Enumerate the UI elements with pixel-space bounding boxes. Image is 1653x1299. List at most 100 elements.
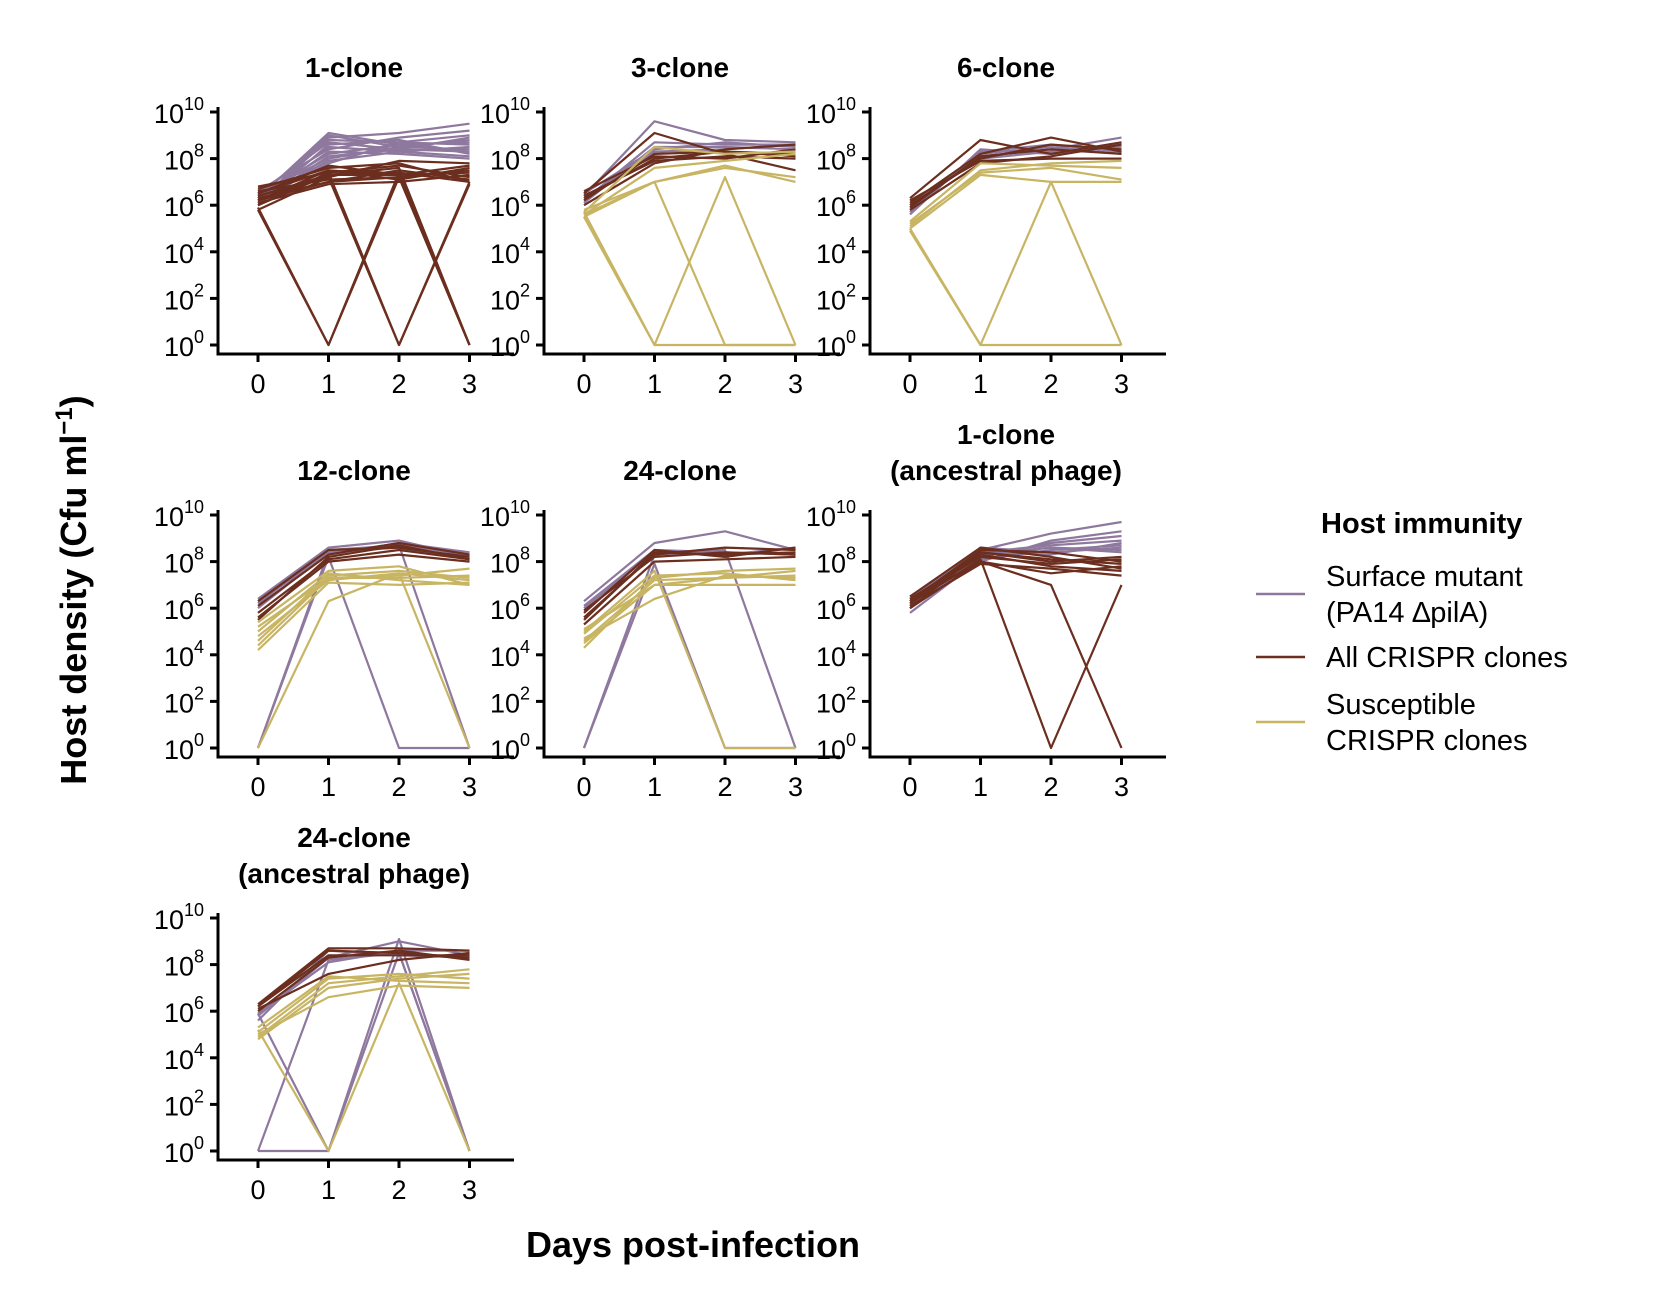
y-tick-label: 1010 bbox=[806, 94, 856, 129]
x-tick-label: 1 bbox=[321, 369, 336, 399]
x-tick-label: 0 bbox=[902, 369, 917, 399]
x-tick-label: 2 bbox=[1043, 772, 1058, 802]
series-line-surface bbox=[583, 530, 796, 603]
series-line-surface bbox=[257, 951, 471, 1153]
panel-title: 24-clone bbox=[297, 822, 411, 853]
series-line-crispr bbox=[257, 553, 470, 619]
series-line-susceptible bbox=[583, 145, 796, 214]
series-line-susceptible bbox=[909, 180, 1123, 347]
y-tick-label: 108 bbox=[816, 544, 856, 579]
series-line-crispr bbox=[257, 541, 470, 607]
series-line-susceptible bbox=[583, 176, 797, 347]
series-line-crispr bbox=[257, 954, 470, 1008]
x-tick-label: 0 bbox=[250, 1175, 265, 1205]
y-tick-label: 106 bbox=[490, 187, 530, 222]
x-tick-label: 0 bbox=[576, 772, 591, 802]
x-tick-label: 2 bbox=[717, 369, 732, 399]
y-tick-label: 1010 bbox=[806, 497, 856, 532]
y-tick-label: 108 bbox=[490, 544, 530, 579]
series-line-susceptible bbox=[583, 164, 796, 211]
panel-title: 1-clone bbox=[957, 419, 1055, 450]
series-line-crispr bbox=[909, 157, 1122, 202]
series-line-susceptible bbox=[257, 982, 471, 1153]
x-tick-label: 0 bbox=[902, 772, 917, 802]
series-line-crispr bbox=[583, 150, 796, 202]
y-tick-label: 100 bbox=[490, 730, 530, 765]
y-tick-label: 1010 bbox=[154, 497, 204, 532]
panel-title: 24-clone bbox=[623, 455, 737, 486]
series-line-susceptible bbox=[257, 581, 470, 651]
series-line-susceptible bbox=[257, 972, 470, 1041]
y-tick-label: 100 bbox=[816, 327, 856, 362]
series-line-crispr bbox=[583, 546, 796, 619]
x-tick-label: 3 bbox=[1114, 772, 1129, 802]
series-line-crispr bbox=[257, 951, 470, 1010]
x-tick-label: 3 bbox=[462, 1175, 477, 1205]
series-line-susceptible bbox=[583, 569, 796, 631]
series-line-susceptible bbox=[257, 975, 470, 1029]
series-line-crispr bbox=[257, 162, 470, 190]
y-tick-label: 108 bbox=[816, 141, 856, 176]
series-line-crispr bbox=[257, 548, 470, 614]
x-tick-label: 2 bbox=[391, 369, 406, 399]
series-line-crispr bbox=[583, 555, 796, 626]
series-line-susceptible bbox=[257, 968, 470, 1038]
series-line-crispr bbox=[257, 176, 471, 347]
x-tick-label: 2 bbox=[391, 1175, 406, 1205]
series-line-susceptible bbox=[257, 574, 470, 628]
series-line-susceptible bbox=[257, 572, 471, 749]
series-line-crispr bbox=[583, 143, 796, 207]
legend-label: (PA14 ∆pilA) bbox=[1326, 597, 1488, 629]
series-line-surface bbox=[258, 937, 471, 1153]
y-tick-label: 106 bbox=[164, 993, 204, 1028]
y-tick-label: 1010 bbox=[154, 94, 204, 129]
series-line-crispr bbox=[909, 548, 1122, 603]
series-line-susceptible bbox=[909, 227, 1122, 347]
y-tick-label: 104 bbox=[816, 234, 856, 269]
x-tick-label: 0 bbox=[250, 772, 265, 802]
series-line-susceptible bbox=[583, 152, 796, 216]
y-tick-label: 104 bbox=[490, 234, 530, 269]
y-tick-label: 102 bbox=[816, 683, 856, 718]
series-line-crispr bbox=[909, 562, 1122, 607]
y-tick-label: 100 bbox=[490, 327, 530, 362]
panel: 1-clone(ancestral phage)1001021041061081… bbox=[806, 419, 1166, 802]
series-line-surface bbox=[583, 141, 796, 195]
x-tick-label: 1 bbox=[647, 369, 662, 399]
y-tick-label: 102 bbox=[490, 280, 530, 315]
panel-title: 6-clone bbox=[957, 52, 1055, 83]
legend-entries: Surface mutant (PA14 ∆pilA) All CRISPR clo… bbox=[1256, 561, 1568, 757]
x-tick-label: 1 bbox=[973, 772, 988, 802]
y-tick-label: 1010 bbox=[480, 497, 530, 532]
y-tick-label: 102 bbox=[490, 683, 530, 718]
legend-title: Host immunity bbox=[1321, 508, 1522, 540]
panel-title: (ancestral phage) bbox=[238, 858, 470, 889]
series-line-surface bbox=[257, 129, 470, 193]
series-line-susceptible bbox=[909, 166, 1122, 225]
series-line-susceptible bbox=[257, 565, 470, 624]
panel-title: 3-clone bbox=[631, 52, 729, 83]
y-tick-label: 106 bbox=[164, 187, 204, 222]
legend-entry-susceptible: Susceptible CRISPR clones bbox=[1256, 689, 1527, 757]
x-tick-label: 1 bbox=[321, 772, 336, 802]
y-tick-label: 108 bbox=[164, 947, 204, 982]
y-tick-label: 104 bbox=[164, 234, 204, 269]
legend-label: CRISPR clones bbox=[1326, 725, 1527, 757]
x-tick-label: 3 bbox=[788, 369, 803, 399]
x-tick-label: 1 bbox=[321, 1175, 336, 1205]
x-tick-label: 3 bbox=[1114, 369, 1129, 399]
legend: Host immunity Surface mutant (PA14 ∆pilA)… bbox=[1256, 508, 1568, 757]
y-tick-label: 108 bbox=[164, 544, 204, 579]
y-axis-title: Host density (Cfu ml−1) bbox=[51, 395, 94, 784]
x-tick-label: 2 bbox=[1043, 369, 1058, 399]
y-tick-label: 106 bbox=[816, 590, 856, 625]
y-tick-label: 102 bbox=[164, 683, 204, 718]
y-tick-label: 108 bbox=[490, 141, 530, 176]
panel-title: 12-clone bbox=[297, 455, 411, 486]
series-line-susceptible bbox=[909, 173, 1122, 230]
series-line-crispr bbox=[257, 947, 470, 1006]
series-line-susceptible bbox=[909, 162, 1122, 223]
y-tick-label: 100 bbox=[164, 1133, 204, 1168]
y-tick-label: 102 bbox=[164, 280, 204, 315]
panel-title: (ancestral phage) bbox=[890, 455, 1122, 486]
